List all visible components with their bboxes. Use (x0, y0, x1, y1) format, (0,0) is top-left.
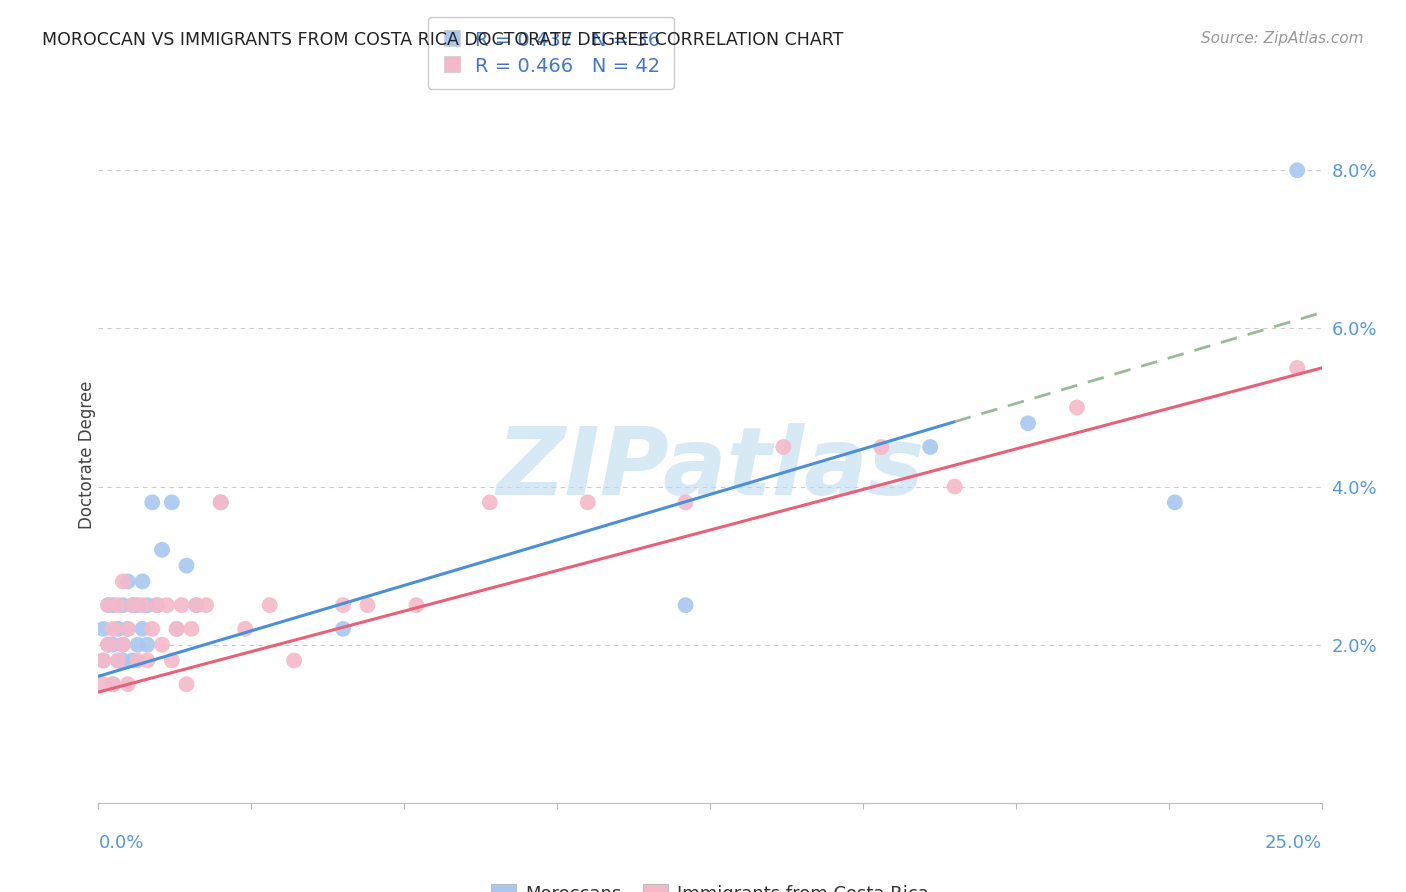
Point (1164, 495, 1187, 509)
Legend: Moroccans, Immigrants from Costa Rica: Moroccans, Immigrants from Costa Rica (484, 877, 936, 892)
Point (101, 598, 124, 612)
Point (101, 677, 124, 691)
Text: Source: ZipAtlas.com: Source: ZipAtlas.com (1201, 31, 1364, 46)
Point (141, 622, 163, 636)
Point (146, 598, 169, 612)
Y-axis label: Doctorate Degree: Doctorate Degree (79, 381, 96, 529)
Point (176, 558, 198, 573)
Point (141, 495, 163, 509)
Point (233, 622, 256, 636)
Point (150, 638, 173, 652)
Point (675, 495, 697, 509)
Point (136, 638, 159, 652)
Point (160, 495, 183, 509)
Point (870, 440, 893, 454)
Point (117, 622, 139, 636)
Point (131, 598, 153, 612)
Point (117, 677, 139, 691)
Point (121, 598, 143, 612)
Point (186, 598, 208, 612)
Point (91, 622, 114, 636)
Point (283, 653, 305, 667)
Point (111, 598, 134, 612)
Point (146, 598, 169, 612)
Point (91, 653, 114, 667)
Point (405, 598, 427, 612)
Text: ZIPatlas: ZIPatlas (496, 423, 924, 515)
Text: MOROCCAN VS IMMIGRANTS FROM COSTA RICA DOCTORATE DEGREE CORRELATION CHART: MOROCCAN VS IMMIGRANTS FROM COSTA RICA D… (42, 31, 844, 49)
Point (97, 638, 120, 652)
Point (107, 622, 129, 636)
Point (195, 598, 218, 612)
Point (772, 440, 794, 454)
Text: 25.0%: 25.0% (1264, 834, 1322, 852)
Point (97, 598, 120, 612)
Point (576, 495, 599, 509)
Point (97, 638, 120, 652)
Point (209, 495, 232, 509)
Point (111, 653, 134, 667)
Point (111, 638, 134, 652)
Point (332, 622, 354, 636)
Point (170, 598, 193, 612)
Point (127, 638, 149, 652)
Point (166, 622, 188, 636)
Point (127, 653, 149, 667)
Point (1066, 401, 1088, 415)
Point (136, 653, 159, 667)
Point (131, 574, 153, 589)
Point (160, 653, 183, 667)
Point (101, 677, 124, 691)
Point (332, 598, 354, 612)
Point (91, 653, 114, 667)
Point (356, 598, 378, 612)
Point (117, 622, 139, 636)
Point (117, 574, 139, 589)
Point (209, 495, 232, 509)
Point (180, 622, 202, 636)
Point (91, 677, 114, 691)
Point (97, 598, 120, 612)
Point (121, 653, 143, 667)
Point (156, 598, 179, 612)
Point (176, 677, 198, 691)
Point (150, 542, 173, 557)
Point (131, 622, 153, 636)
Point (943, 479, 966, 493)
Point (121, 598, 143, 612)
Point (1017, 417, 1039, 431)
Point (186, 598, 208, 612)
Point (111, 638, 134, 652)
Point (111, 574, 134, 589)
Point (166, 622, 188, 636)
Point (127, 598, 149, 612)
Point (920, 440, 942, 454)
Point (107, 598, 129, 612)
Point (259, 598, 281, 612)
Point (107, 653, 129, 667)
Point (101, 638, 124, 652)
Point (478, 495, 501, 509)
Point (101, 622, 124, 636)
Point (1286, 163, 1309, 178)
Point (1286, 360, 1309, 375)
Point (136, 598, 159, 612)
Point (675, 598, 697, 612)
Point (107, 653, 129, 667)
Text: 0.0%: 0.0% (98, 834, 143, 852)
